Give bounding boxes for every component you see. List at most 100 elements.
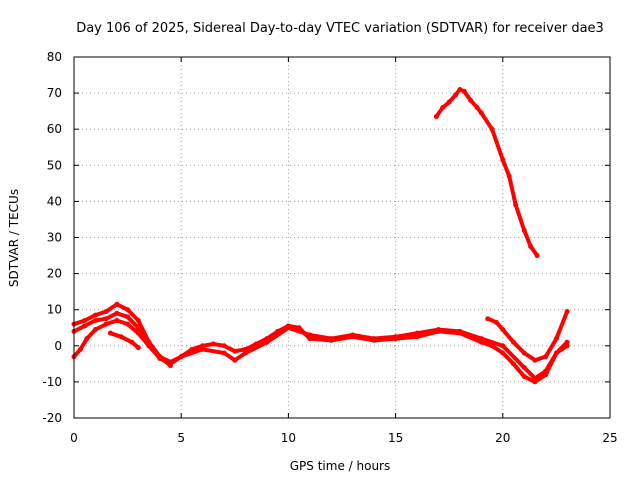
data-point: [285, 325, 291, 331]
data-point: [493, 319, 499, 325]
data-point: [553, 350, 559, 356]
data-point: [521, 373, 527, 379]
data-point: [200, 346, 206, 352]
data-point: [461, 88, 467, 94]
data-point: [532, 375, 538, 381]
data-point: [414, 334, 420, 340]
y-tick-label: 50: [47, 158, 62, 172]
data-point: [307, 336, 313, 342]
data-point: [84, 336, 90, 342]
data-point: [532, 379, 538, 385]
data-point: [414, 330, 420, 336]
data-point: [532, 357, 538, 363]
data-point: [77, 346, 83, 352]
x-tick-label: 10: [281, 431, 296, 445]
data-point: [328, 336, 334, 342]
y-tick-label: 80: [47, 50, 62, 64]
data-point: [232, 348, 238, 354]
data-point: [489, 126, 495, 132]
data-point: [506, 173, 512, 179]
chart-title: Day 106 of 2025, Sidereal Day-to-day VTE…: [76, 21, 604, 36]
data-point: [167, 363, 173, 369]
data-point: [82, 318, 88, 324]
y-tick-label: 40: [47, 194, 62, 208]
data-point: [157, 354, 163, 360]
data-point: [435, 327, 441, 333]
data-point: [103, 321, 109, 327]
y-tick-label: -20: [42, 411, 62, 425]
x-tick-label: 15: [388, 431, 403, 445]
data-point: [92, 318, 98, 324]
data-point: [178, 354, 184, 360]
data-point: [114, 318, 120, 324]
data-point: [210, 341, 216, 347]
data-point: [500, 343, 506, 349]
data-point: [307, 332, 313, 338]
data-point: [114, 301, 120, 307]
data-point: [92, 327, 98, 333]
data-point: [521, 227, 527, 233]
data-point: [221, 350, 227, 356]
data-point: [511, 339, 517, 345]
x-tick-label: 25: [602, 431, 617, 445]
axis-ticks: 0 5 10 15 20 25 -20 -10 0 10 20 30 40 50 60 70 80: [42, 50, 617, 445]
data-point: [500, 157, 506, 163]
data-point: [564, 309, 570, 315]
data-point: [103, 309, 109, 315]
x-tick-label: 0: [70, 431, 78, 445]
data-point: [146, 343, 152, 349]
data-point: [440, 105, 446, 111]
data-point: [103, 316, 109, 322]
data-point: [135, 330, 141, 336]
data-point: [135, 318, 141, 324]
data-point: [135, 345, 141, 351]
y-tick-label: 60: [47, 122, 62, 136]
data-point: [125, 314, 131, 320]
y-tick-label: -10: [42, 375, 62, 389]
data-point: [528, 244, 534, 250]
data-point: [453, 92, 459, 98]
y-tick-label: 10: [47, 303, 62, 317]
data-point: [543, 354, 549, 360]
data-point: [107, 330, 113, 336]
data-point: [114, 310, 120, 316]
data-point: [511, 361, 517, 367]
data-point: [243, 350, 249, 356]
data-point: [433, 114, 439, 120]
data-point: [125, 321, 131, 327]
data-point: [564, 339, 570, 345]
y-tick-label: 20: [47, 267, 62, 281]
data-series: [71, 86, 570, 385]
data-point: [82, 323, 88, 329]
data-point: [371, 336, 377, 342]
data-point: [135, 325, 141, 331]
data-point: [500, 327, 506, 333]
data-point: [221, 343, 227, 349]
data-point: [543, 368, 549, 374]
data-point: [500, 350, 506, 356]
series-line-2: [72, 311, 570, 381]
x-axis-label: GPS time / hours: [290, 459, 391, 473]
series-line-6: [434, 87, 540, 258]
data-point: [474, 105, 480, 111]
x-tick-label: 5: [177, 431, 185, 445]
data-point: [92, 312, 98, 318]
x-tick-label: 20: [495, 431, 510, 445]
data-point: [485, 316, 491, 322]
data-point: [118, 334, 124, 340]
y-tick-label: 30: [47, 231, 62, 245]
data-point: [129, 339, 135, 345]
data-point: [393, 334, 399, 340]
data-point: [553, 336, 559, 342]
grid-lines: [74, 57, 610, 418]
data-point: [513, 202, 519, 208]
y-tick-label: 70: [47, 86, 62, 100]
y-axis-label: SDTVAR / TECUs: [7, 189, 21, 287]
data-point: [478, 336, 484, 342]
data-point: [232, 357, 238, 363]
data-point: [468, 97, 474, 103]
data-point: [457, 328, 463, 334]
y-tick-label: 0: [54, 339, 62, 353]
data-point: [125, 307, 131, 313]
